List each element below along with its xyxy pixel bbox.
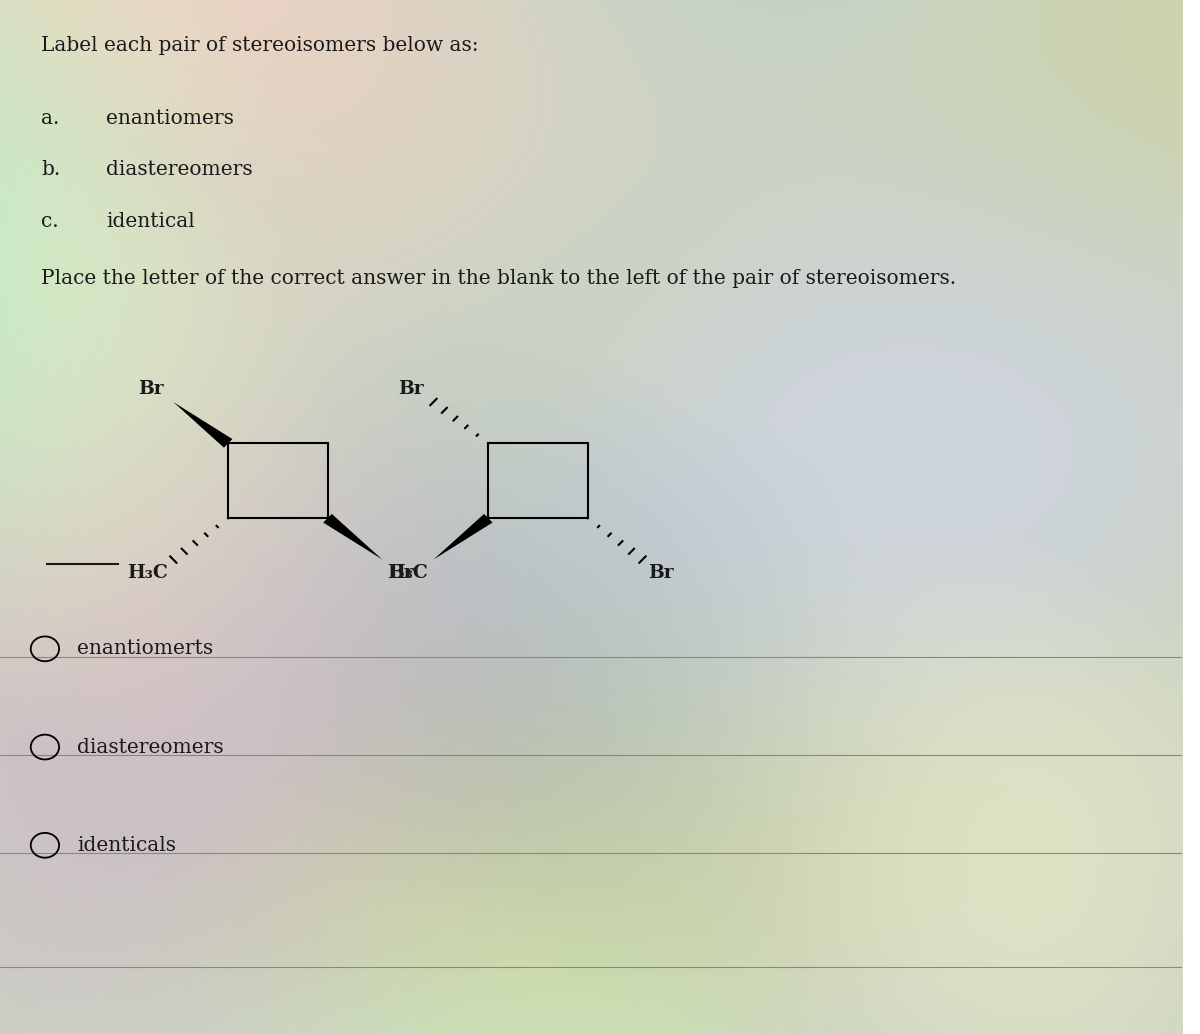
Text: c.: c.: [41, 212, 59, 231]
Polygon shape: [323, 514, 383, 559]
Polygon shape: [173, 402, 233, 448]
Text: Br: Br: [398, 379, 424, 398]
Text: a.: a.: [41, 109, 60, 127]
Text: enantiomers: enantiomers: [107, 109, 234, 127]
Text: diastereomers: diastereomers: [77, 737, 223, 757]
Text: H₃C: H₃C: [127, 564, 168, 582]
Text: diastereomers: diastereomers: [107, 160, 253, 179]
Text: H₃C: H₃C: [386, 564, 427, 582]
Polygon shape: [433, 514, 492, 559]
Text: b.: b.: [41, 160, 61, 179]
Text: enantiomerts: enantiomerts: [77, 639, 212, 659]
Text: Br: Br: [138, 379, 164, 398]
Text: Br: Br: [389, 564, 414, 582]
Text: Label each pair of stereoisomers below as:: Label each pair of stereoisomers below a…: [41, 36, 479, 55]
Text: Place the letter of the correct answer in the blank to the left of the pair of s: Place the letter of the correct answer i…: [41, 269, 956, 287]
Text: identical: identical: [107, 212, 196, 231]
Text: identicals: identicals: [77, 835, 176, 855]
Text: Br: Br: [648, 564, 674, 582]
